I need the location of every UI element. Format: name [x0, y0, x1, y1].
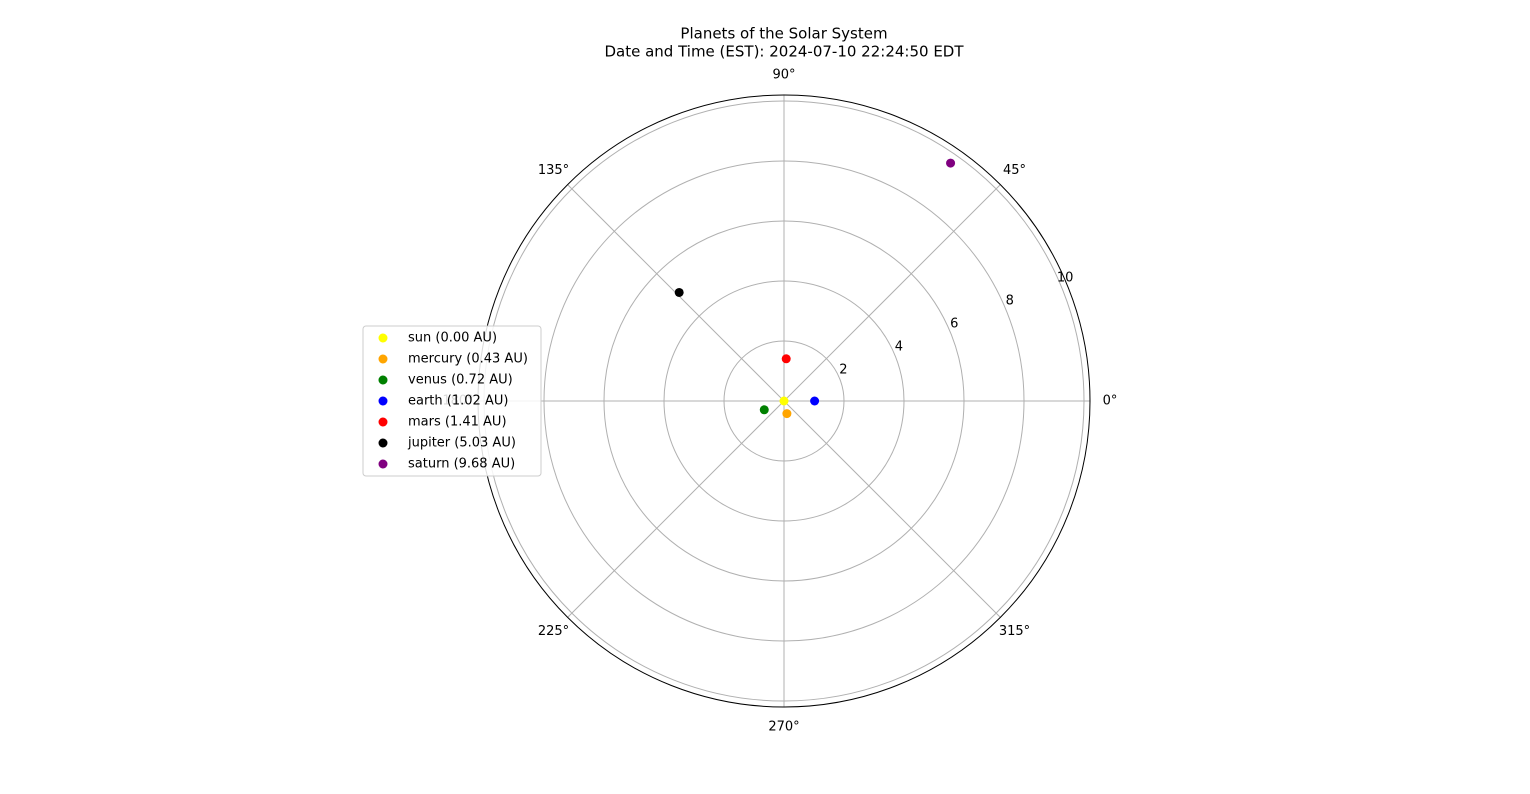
- r-tick-label: 4: [895, 340, 903, 355]
- theta-tick-label: 90°: [772, 68, 795, 83]
- legend-label: mars (1.41 AU): [408, 415, 507, 430]
- legend-marker: [378, 354, 388, 364]
- legend-marker: [378, 438, 388, 448]
- legend-marker: [378, 459, 388, 469]
- theta-tick-label: 315°: [999, 624, 1030, 639]
- legend-marker: [378, 417, 388, 427]
- chart-subtitle: Date and Time (EST): 2024-07-10 22:24:50…: [604, 43, 964, 61]
- theta-tick-label: 135°: [538, 163, 569, 178]
- chart-title: Planets of the Solar System: [680, 25, 887, 43]
- legend-marker: [378, 333, 388, 343]
- theta-tick-label: 225°: [538, 624, 569, 639]
- planet-point: [759, 405, 769, 415]
- theta-tick-label: 0°: [1103, 394, 1118, 409]
- grid-spoke: [567, 400, 785, 618]
- legend-label: saturn (9.68 AU): [408, 457, 515, 472]
- legend-box: [362, 325, 542, 477]
- legend-label: jupiter (5.03 AU): [407, 436, 516, 451]
- legend-label: mercury (0.43 AU): [408, 352, 528, 367]
- legend-marker: [378, 396, 388, 406]
- planet-point: [782, 409, 792, 419]
- legend-label: sun (0.00 AU): [408, 331, 497, 346]
- legend-label: earth (1.02 AU): [408, 394, 508, 409]
- legend-marker: [378, 375, 388, 385]
- planet-point: [810, 396, 820, 406]
- r-tick-label: 6: [950, 317, 958, 332]
- planet-point: [781, 354, 791, 364]
- r-tick-label: 8: [1006, 294, 1014, 309]
- theta-tick-label: 45°: [1003, 163, 1026, 178]
- planet-point: [674, 287, 684, 297]
- grid-spoke: [783, 400, 1001, 618]
- planet-point: [779, 396, 789, 406]
- r-tick-label: 2: [839, 363, 847, 378]
- theta-tick-label: 270°: [768, 720, 799, 735]
- grid-spoke: [783, 184, 1001, 402]
- r-tick-label: 10: [1057, 271, 1074, 286]
- planet-point: [946, 158, 956, 168]
- legend-label: venus (0.72 AU): [408, 373, 513, 388]
